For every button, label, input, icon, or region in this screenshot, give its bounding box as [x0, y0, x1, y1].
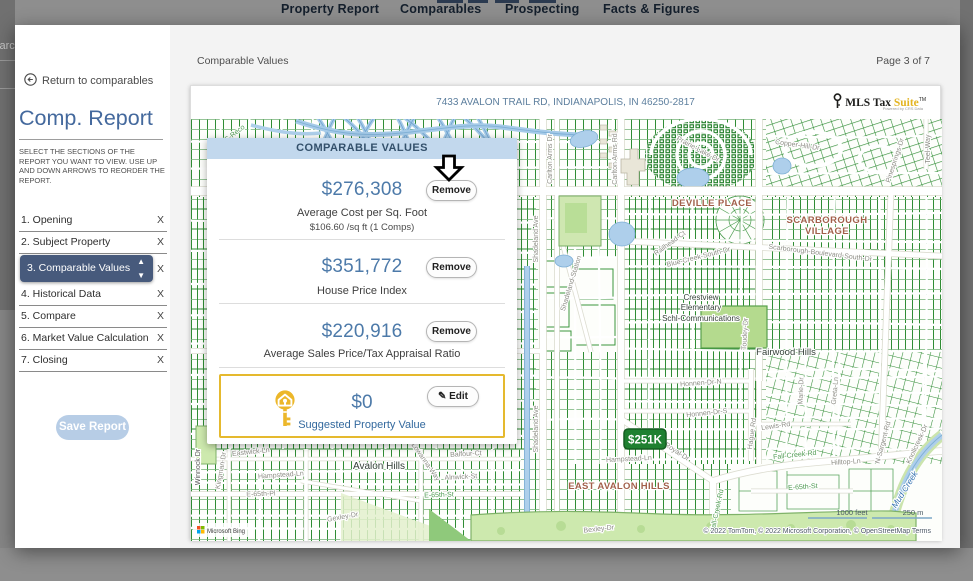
- svg-text:© 2022 TomTom, © 2022 Microsof: © 2022 TomTom, © 2022 Microsoft Corporat…: [703, 527, 931, 535]
- svg-text:Toudey-Dr: Toudey-Dr: [741, 317, 750, 350]
- svg-text:E-65th-St: E-65th-St: [788, 483, 818, 492]
- svg-text:Elementary: Elementary: [681, 303, 721, 312]
- svg-text:Fairwood Hills: Fairwood Hills: [756, 347, 816, 358]
- svg-text:Shadeland Ave: Shadeland Ave: [533, 405, 540, 452]
- svg-text:Carlton Arms Dr: Carlton Arms Dr: [547, 133, 554, 183]
- svg-text:$251K: $251K: [628, 435, 663, 447]
- svg-text:Hilltop-Ln: Hilltop-Ln: [831, 458, 861, 467]
- svg-text:E-65th-St: E-65th-St: [424, 491, 454, 499]
- svg-text:Avalon Hills: Avalon Hills: [353, 461, 405, 472]
- svg-text:Teel-Way: Teel-Way: [925, 134, 932, 163]
- svg-text:Crestview: Crestview: [683, 293, 718, 302]
- svg-text:Greta-Ln: Greta-Ln: [831, 377, 840, 405]
- svg-text:EAST AVALON HILLS: EAST AVALON HILLS: [568, 481, 670, 492]
- svg-text:250 m: 250 m: [903, 508, 924, 517]
- svg-text:VILLAGE: VILLAGE: [805, 226, 849, 237]
- svg-text:Marie-Dr: Marie-Dr: [798, 377, 806, 405]
- svg-text:Alnwick-St: Alnwick-St: [444, 473, 477, 482]
- svg-text:1000 feet: 1000 feet: [836, 508, 868, 517]
- svg-text:Shadeland Ave: Shadeland Ave: [533, 215, 540, 262]
- svg-text:Schl-Communications: Schl-Communications: [662, 314, 740, 323]
- svg-text:DEVILLE PLACE: DEVILLE PLACE: [672, 198, 752, 209]
- svg-text:Carlton Arms Rd: Carlton Arms Rd: [612, 133, 619, 184]
- svg-text:Microsoft Bing: Microsoft Bing: [207, 529, 245, 535]
- svg-text:Winnock Dr: Winnock Dr: [195, 448, 202, 485]
- svg-text:Hampstead-Ln: Hampstead-Ln: [606, 455, 652, 464]
- svg-text:SCARBOROUGH: SCARBOROUGH: [787, 215, 868, 226]
- svg-text:Balfour-Ct: Balfour-Ct: [450, 450, 482, 459]
- svg-text:E-65th-Pl: E-65th-Pl: [246, 490, 276, 498]
